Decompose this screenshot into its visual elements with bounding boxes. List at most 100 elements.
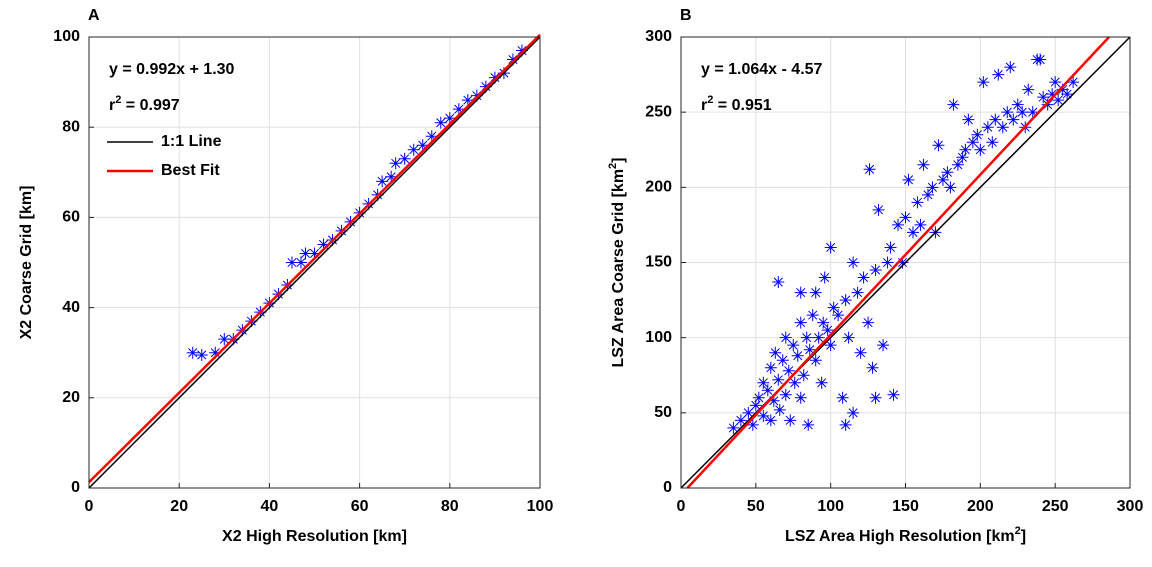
x-tick-label: 100 <box>527 498 554 515</box>
data-point <box>809 286 822 299</box>
annotation-sup: 2 <box>115 94 121 106</box>
data-point <box>1067 76 1080 89</box>
plot-frame <box>88 36 541 489</box>
data-point <box>872 203 885 216</box>
data-point <box>944 181 957 194</box>
data-point <box>416 139 429 152</box>
data-point <box>479 80 492 93</box>
data-point <box>869 264 882 277</box>
data-point <box>827 301 840 314</box>
data-point <box>757 376 770 389</box>
data-point <box>794 286 807 299</box>
x-tick-label: 0 <box>85 498 94 515</box>
data-point <box>1034 53 1047 66</box>
data-point <box>956 151 969 164</box>
data-point <box>398 152 411 165</box>
data-point <box>941 166 954 179</box>
data-point <box>407 143 420 156</box>
y-axis-label-sup: 2 <box>607 163 619 169</box>
data-point <box>824 241 837 254</box>
data-point <box>824 339 837 352</box>
data-point <box>803 343 816 356</box>
data-point <box>757 409 770 422</box>
y-tick-label: 0 <box>71 479 80 496</box>
data-point <box>767 394 780 407</box>
x-axis-label-part: X2 High Resolution [km] <box>222 528 407 545</box>
data-point <box>896 256 909 269</box>
data-point <box>299 247 312 260</box>
data-point <box>1041 98 1054 111</box>
annotation: y = 0.992x + 1.30 <box>109 61 235 78</box>
data-point <box>800 331 813 344</box>
data-point <box>791 349 804 362</box>
data-point <box>772 276 785 289</box>
data-point <box>385 170 398 183</box>
legend-label: Best Fit <box>161 162 220 179</box>
data-point <box>376 175 389 188</box>
data-point <box>186 346 199 359</box>
data-point <box>936 173 949 186</box>
y-tick-label: 300 <box>645 28 672 45</box>
annotation-part: r <box>701 97 707 114</box>
x-axis-label: X2 High Resolution [km] <box>222 528 407 545</box>
data-point <box>914 218 927 231</box>
data-point <box>947 98 960 111</box>
data-point <box>809 354 822 367</box>
data-point <box>776 354 789 367</box>
x-tick-label: 300 <box>1117 498 1144 515</box>
data-point <box>902 173 915 186</box>
data-point <box>788 376 801 389</box>
data-point <box>425 130 438 143</box>
data-point <box>1052 94 1065 107</box>
data-point <box>782 364 795 377</box>
data-point <box>866 361 879 374</box>
data-point <box>488 71 501 84</box>
x-axis-label-part: LSZ Area High Resolution [km <box>785 528 1015 545</box>
y-tick-label: 80 <box>62 118 80 135</box>
data-point <box>389 157 402 170</box>
data-point <box>842 331 855 344</box>
annotation: y = 1.064x - 4.57 <box>701 61 823 78</box>
data-point <box>1011 98 1024 111</box>
data-point <box>769 346 782 359</box>
data-point <box>1022 83 1035 96</box>
data-point <box>764 361 777 374</box>
y-tick-label: 60 <box>62 209 80 226</box>
data-point <box>877 339 890 352</box>
data-point <box>1061 88 1074 101</box>
data-point <box>794 391 807 404</box>
annotation-part: r <box>109 97 115 114</box>
data-point <box>1016 106 1029 119</box>
y-axis-label: X2 Coarse Grid [km] <box>18 186 35 340</box>
data-point <box>1001 106 1014 119</box>
annotation-part: = 0.951 <box>713 97 771 114</box>
data-point <box>779 331 792 344</box>
data-point <box>812 331 825 344</box>
x-tick-label: 100 <box>817 498 844 515</box>
data-point <box>881 256 894 269</box>
data-point <box>434 116 447 129</box>
data-point <box>761 384 774 397</box>
annotation-part: y = 1.064x - 4.57 <box>701 61 823 78</box>
data-point <box>218 333 231 346</box>
data-point <box>794 316 807 329</box>
data-point <box>966 136 979 149</box>
x-tick-label: 0 <box>677 498 686 515</box>
fit-line <box>680 36 1131 489</box>
data-point <box>862 316 875 329</box>
y-tick-label: 0 <box>663 479 672 496</box>
data-point <box>195 348 208 361</box>
y-tick-label: 20 <box>62 389 80 406</box>
data-point <box>989 113 1002 126</box>
data-point <box>1037 91 1050 104</box>
data-point <box>839 294 852 307</box>
data-point <box>996 121 1009 134</box>
x-tick-label: 250 <box>1042 498 1069 515</box>
annotation-part: y = 0.992x + 1.30 <box>109 61 235 78</box>
data-point <box>851 286 864 299</box>
data-point <box>773 403 786 416</box>
data-point <box>1056 83 1069 96</box>
data-point <box>959 143 972 156</box>
data-point <box>911 196 924 209</box>
